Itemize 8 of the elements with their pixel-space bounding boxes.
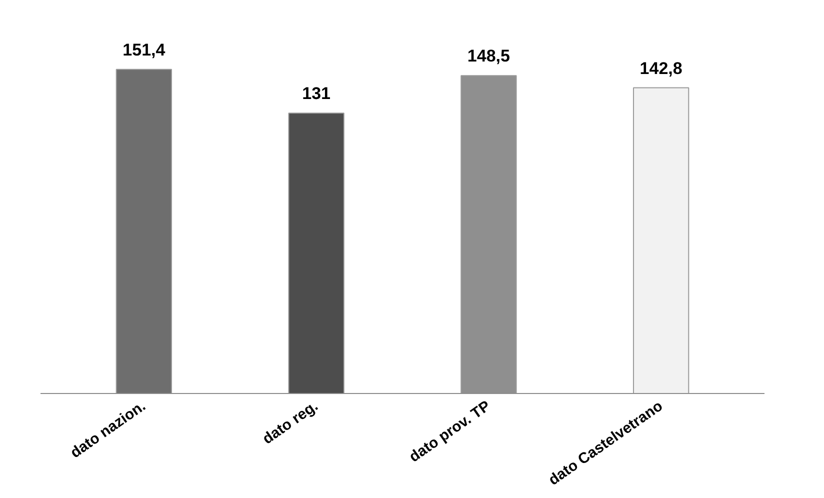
data-label: 142,8 xyxy=(640,58,682,78)
bar xyxy=(632,87,690,394)
bar xyxy=(116,68,172,394)
x-tick-label: dato reg. xyxy=(260,398,322,448)
data-label: 151,4 xyxy=(122,40,166,60)
bar xyxy=(288,112,344,394)
data-label: 148,5 xyxy=(467,46,510,66)
data-label: 131 xyxy=(302,84,331,104)
